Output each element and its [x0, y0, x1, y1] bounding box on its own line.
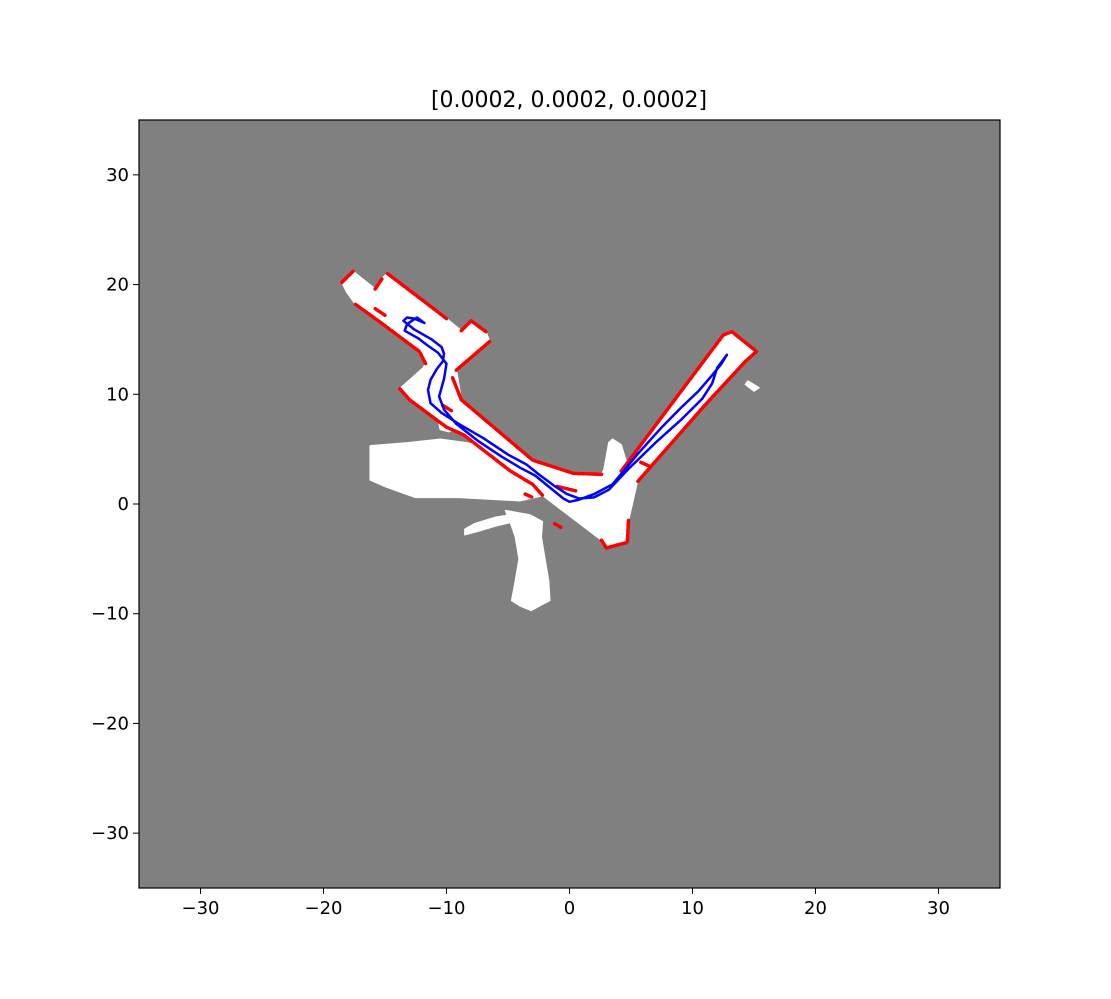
- wall-segment: [454, 339, 492, 372]
- plot-area: [138, 119, 1001, 889]
- free-space-region: [504, 509, 551, 612]
- y-axis: 30 20 10 0 −10 −20 −30: [91, 165, 139, 844]
- x-tick-label: 0: [564, 898, 575, 919]
- x-tick-label: 10: [681, 898, 704, 919]
- x-tick-label: −20: [305, 898, 343, 919]
- wall-segment: [459, 319, 488, 334]
- x-axis: −30 −20 −10 0 10 20 30: [182, 888, 950, 919]
- x-tick-label: −10: [428, 898, 466, 919]
- chart-title: [0.0002, 0.0002, 0.0002]: [431, 88, 707, 113]
- y-tick-label: −30: [91, 823, 129, 844]
- wall-segment: [555, 484, 578, 493]
- wall-segment: [373, 276, 385, 291]
- y-tick-label: 10: [106, 384, 129, 405]
- wall-segment: [385, 271, 449, 321]
- wall-segment: [599, 518, 631, 550]
- x-tick-label: 30: [927, 898, 950, 919]
- wall-segment: [441, 403, 454, 413]
- x-tick-label: 20: [804, 898, 827, 919]
- wall-segment: [340, 269, 355, 285]
- x-tick-label: −30: [182, 898, 220, 919]
- y-tick-label: 20: [106, 275, 129, 296]
- wall-segment: [459, 398, 604, 477]
- free-space-region: [744, 380, 760, 392]
- y-tick-label: 30: [106, 165, 129, 186]
- free-space-region: [603, 438, 627, 473]
- wall-segment: [523, 492, 535, 500]
- y-tick-label: −20: [91, 713, 129, 734]
- wall-segment: [373, 306, 387, 318]
- trajectory-line: [402, 316, 729, 504]
- wall-segment: [552, 521, 564, 530]
- occupied-cells-layer: [340, 269, 759, 550]
- wall-segment: [398, 387, 545, 497]
- y-tick-label: −10: [91, 604, 129, 625]
- wall-segment: [353, 302, 428, 366]
- trajectory-layer: [402, 316, 729, 504]
- free-space-region: [369, 438, 546, 502]
- y-tick-label: 0: [118, 494, 129, 515]
- wall-segment: [639, 460, 653, 469]
- wall-segment: [450, 376, 464, 402]
- wall-segment: [619, 329, 759, 473]
- wall-segment: [635, 359, 748, 484]
